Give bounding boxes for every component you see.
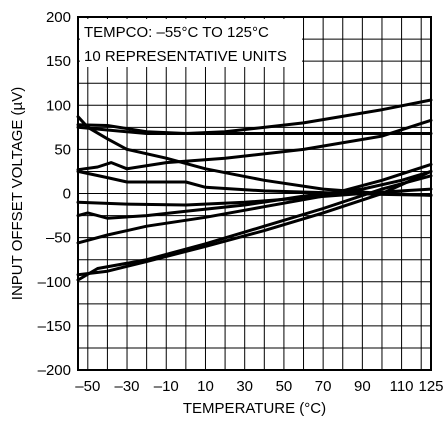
series-line-2 [76,98,433,135]
y-tick-label: –100 [38,274,71,291]
annotation-tempco: TEMPCO: –55°C TO 125°C [84,24,269,41]
x-tick-label: 10 [197,378,214,395]
y-tick-label: –200 [38,362,71,379]
y-axis-title: INPUT OFFSET VOLTAGE (µV) [9,87,26,300]
series-lines [76,98,433,282]
x-tick-label: –50 [75,378,100,395]
series-line-7 [76,169,433,220]
y-tick-label: –150 [38,318,71,335]
x-tick-label: 50 [276,378,293,395]
y-tick-labels: 200 150 100 50 0 –50 –100 –150 –200 [38,9,71,379]
x-tick-label: 125 [418,378,443,395]
y-tick-label: –50 [46,230,71,247]
series-line-9 [76,169,433,277]
x-tick-label: 110 [390,378,414,395]
x-tick-label: 30 [236,378,253,395]
series-line-8 [76,162,433,245]
annotation-box [80,19,302,67]
y-tick-label: 0 [63,186,71,203]
annotation-units: 10 REPRESENTATIVE UNITS [84,48,287,65]
x-tick-labels: –50 –30 –10 10 30 50 70 90 110 125 [75,378,443,395]
plot-frame [77,16,432,371]
x-tick-label: 70 [315,378,332,395]
x-tick-label: 90 [354,378,371,395]
x-tick-label: –10 [154,378,179,395]
x-axis-title: TEMPERATURE (°C) [183,400,326,417]
y-tick-label: 100 [46,97,71,114]
y-tick-label: 200 [46,9,71,26]
y-tick-label: 150 [46,53,71,70]
x-tick-label: –30 [115,378,140,395]
y-tick-label: 50 [54,141,71,158]
series-line-4 [76,118,433,172]
series-line-10 [76,174,433,282]
